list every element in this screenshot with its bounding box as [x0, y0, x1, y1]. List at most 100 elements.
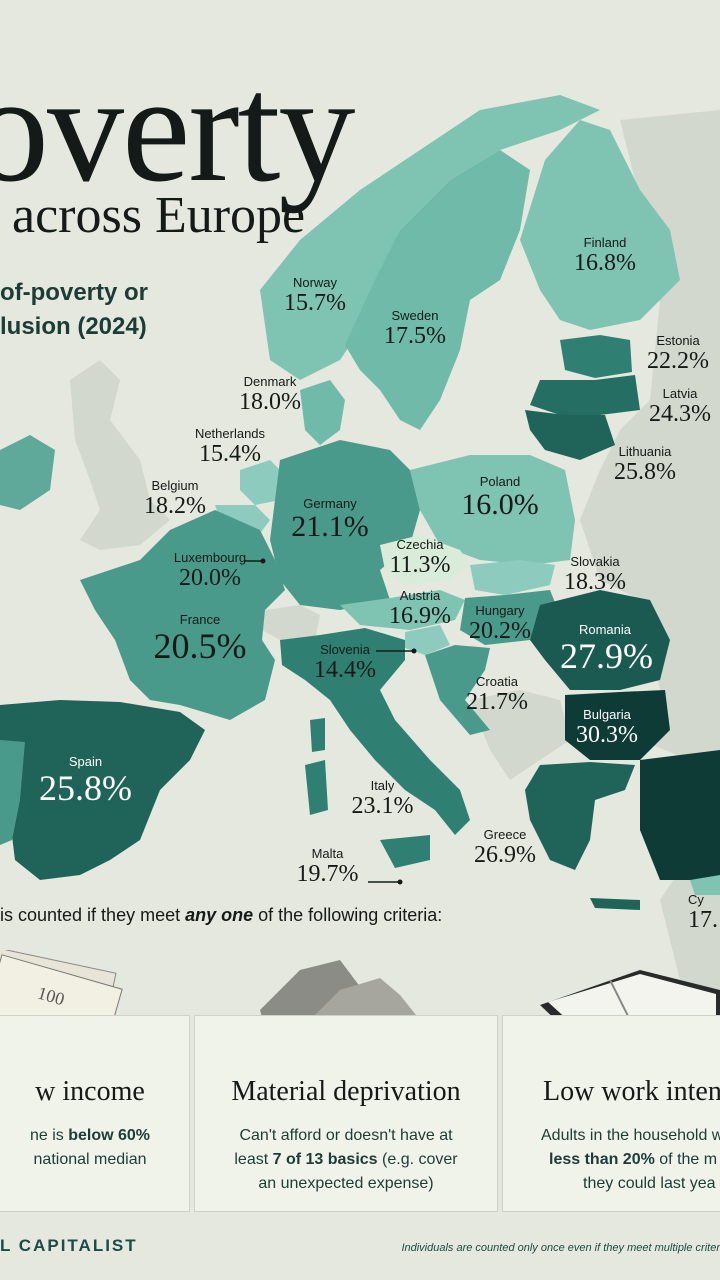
label-france: France 20.5%: [140, 612, 260, 664]
country-name: Croatia: [476, 674, 518, 689]
country-portugal: [0, 740, 25, 845]
country-value: 16.8%: [574, 250, 636, 276]
country-sweden: [345, 150, 530, 430]
label-slovenia: Slovenia 14.4%: [310, 642, 380, 682]
country-italy: [280, 628, 470, 835]
card-low-income: w income ne is below 60% national median: [0, 1015, 190, 1212]
label-norway: Norway 15.7%: [275, 275, 355, 315]
label-lithuania: Lithuania 25.8%: [600, 444, 690, 484]
country-value: 20.5%: [153, 626, 247, 666]
country-name: Finland: [583, 235, 627, 250]
country-italy-sicily: [380, 835, 430, 868]
country-bulgaria: [565, 690, 670, 760]
country-name: Spain: [68, 754, 103, 769]
label-estonia: Estonia 22.2%: [638, 333, 718, 373]
country-name: Romania: [578, 622, 632, 637]
country-value: 15.7%: [284, 290, 346, 316]
label-latvia: Latvia 24.3%: [640, 386, 720, 426]
country-estonia: [560, 335, 632, 378]
label-netherlands: Netherlands 15.4%: [180, 426, 280, 466]
country-value: 15.4%: [199, 441, 261, 467]
label-malta: Malta 19.7%: [290, 846, 365, 886]
country-value: 20.2%: [469, 618, 531, 644]
label-romania: Romania 27.9%: [560, 622, 653, 676]
country-name: Czechia: [396, 537, 444, 552]
country-name: Slovakia: [570, 554, 620, 569]
country-name: Austria: [399, 588, 441, 603]
label-greece: Greece 26.9%: [465, 827, 545, 867]
country-value: 27.9%: [560, 636, 653, 676]
country-finland: [520, 120, 680, 330]
country-value: 18.3%: [564, 569, 626, 595]
country-value: 21.1%: [291, 510, 369, 543]
label-belgium: Belgium 18.2%: [135, 478, 215, 518]
country-italy-sardinia: [305, 760, 328, 815]
country-value: 16.0%: [461, 488, 539, 521]
country-value: 20.0%: [179, 565, 241, 591]
card-low-work-intensity-desc: Adults in the household w less than 20% o…: [541, 1127, 720, 1192]
country-value: 17.5%: [384, 323, 446, 349]
switzerland-land: [262, 605, 320, 640]
country-slovenia: [405, 625, 450, 655]
subtitle-line-2: lusion (2024): [0, 313, 147, 340]
country-ireland: [0, 435, 55, 510]
label-sweden: Sweden 17.5%: [375, 308, 455, 348]
criteria-text-before: is counted if they meet: [0, 905, 186, 925]
label-croatia: Croatia 21.7%: [462, 674, 532, 714]
card-material-deprivation-desc: Can't afford or doesn't have at least 7 o…: [234, 1127, 458, 1192]
country-cyprus: [690, 875, 720, 895]
criteria-emphasis: any one: [185, 905, 254, 925]
country-name: Lithuania: [618, 444, 672, 459]
label-luxembourg: Luxembourg 20.0%: [170, 550, 250, 590]
country-value: 24.3%: [649, 401, 711, 427]
country-name: Latvia: [662, 386, 698, 401]
country-name: Malta: [311, 846, 344, 861]
label-finland: Finland 16.8%: [565, 235, 645, 275]
country-netherlands: [240, 460, 285, 505]
country-name: Hungary: [475, 603, 525, 618]
corsica: [310, 718, 325, 752]
label-germany: Germany 21.1%: [280, 496, 380, 542]
label-austria: Austria 16.9%: [385, 588, 455, 628]
country-name: Denmark: [243, 374, 297, 389]
country-poland: [410, 455, 575, 565]
slovenia-dot: [411, 648, 417, 654]
non-eu-land-east: [580, 110, 720, 1000]
country-value: 18.2%: [144, 493, 206, 519]
balkans-land: [470, 690, 570, 780]
label-bulgaria: Bulgaria 30.3%: [568, 707, 646, 747]
country-name: Cy: [688, 892, 704, 907]
subtitle-line-1: of-poverty or: [0, 279, 149, 306]
country-romania: [530, 590, 670, 690]
country-lithuania: [525, 410, 615, 460]
label-denmark: Denmark 18.0%: [230, 374, 310, 414]
country-norway: [260, 95, 600, 380]
label-hungary: Hungary 20.2%: [465, 603, 535, 643]
footer-note: Individuals are counted only once even i…: [401, 1242, 720, 1254]
country-name: Sweden: [391, 308, 439, 323]
main-title: overty: [0, 44, 355, 214]
country-name: Estonia: [656, 333, 700, 348]
country-value: 14.4%: [314, 657, 376, 683]
country-austria: [340, 590, 465, 630]
card-low-income-title: w income: [35, 1076, 145, 1107]
country-value: 17.1: [688, 907, 720, 932]
country-latvia: [530, 375, 640, 415]
country-value: 23.1%: [351, 793, 414, 819]
country-france: [80, 510, 285, 720]
country-name: Netherlands: [194, 426, 266, 441]
label-italy: Italy 23.1%: [345, 778, 420, 818]
country-name: Luxembourg: [173, 550, 247, 565]
country-slovakia: [470, 560, 555, 595]
country-germany: [270, 440, 420, 610]
brand-logo-text: L CAPITALIST: [0, 1236, 138, 1255]
country-croatia: [425, 645, 490, 735]
country-value: 19.7%: [296, 861, 359, 887]
criteria-text-after: of the following criteria:: [253, 905, 443, 925]
country-value: 30.3%: [576, 722, 638, 748]
turkey-land: [640, 750, 720, 880]
country-name: France: [179, 612, 221, 627]
label-czechia: Czechia 11.3%: [385, 537, 455, 577]
country-denmark: [300, 380, 345, 445]
